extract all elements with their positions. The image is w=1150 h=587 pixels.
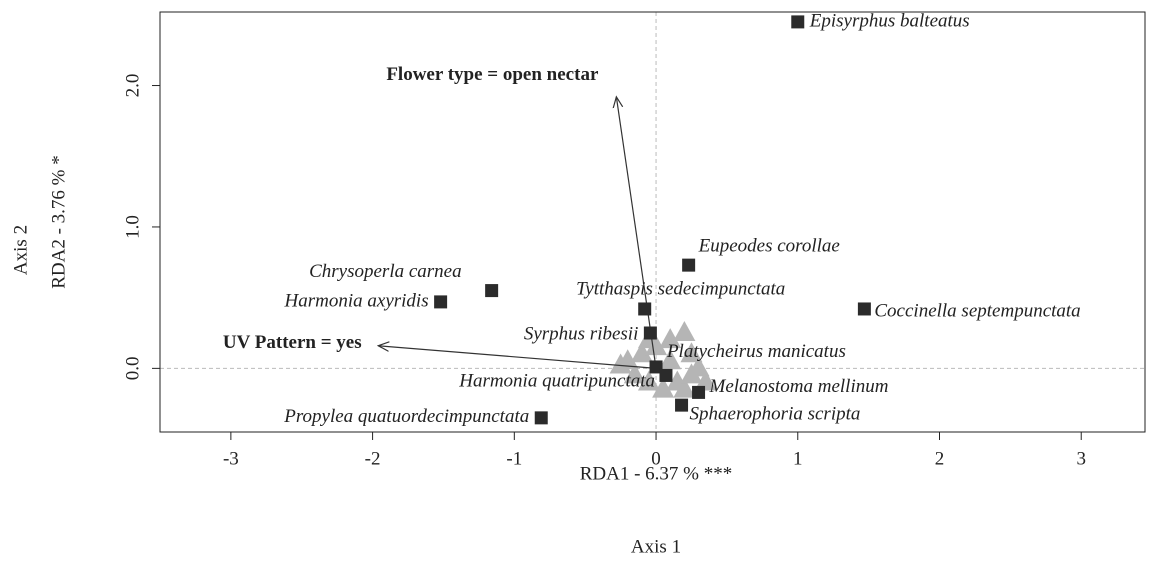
site-point	[659, 349, 682, 370]
species-point	[791, 15, 805, 29]
x-tick-label: 1	[793, 448, 803, 469]
species-label: Coccinella septempunctata	[874, 300, 1080, 321]
species-point	[659, 368, 673, 382]
species-point	[857, 302, 871, 316]
site-point	[630, 342, 653, 363]
plot-frame	[159, 11, 1146, 433]
site-point	[680, 342, 703, 363]
y-tick-label: 2.0	[122, 74, 143, 98]
x-tick-label: -2	[365, 448, 381, 469]
species-point	[692, 385, 706, 399]
species-point	[434, 295, 448, 309]
x-tick-label: -3	[223, 448, 239, 469]
y-tick-label: 0.0	[122, 356, 143, 380]
species-point	[638, 302, 652, 316]
x-tick-label: 0	[651, 448, 661, 469]
species-point	[649, 360, 663, 374]
arrow	[378, 346, 657, 369]
site-point	[645, 335, 668, 356]
species-label: Melanostoma mellinum	[709, 376, 889, 397]
site-point	[673, 377, 696, 398]
species-label: Platycheirus manicatus	[666, 341, 846, 362]
species-label: Eupeodes corollae	[698, 235, 840, 256]
site-point	[609, 353, 632, 374]
species-point	[534, 411, 548, 425]
species-label: Tytthaspis sedecimpunctata	[576, 278, 785, 299]
species-point	[643, 326, 657, 340]
species-label: Sphaerophoria scripta	[690, 403, 861, 424]
species-label: Propylea quatuordecimpunctata	[283, 406, 529, 427]
species-label: Chrysoperla carnea	[309, 261, 462, 282]
site-point	[694, 370, 717, 391]
x-label: RDA1 - 6.37 % ***	[580, 463, 733, 484]
site-point	[652, 377, 675, 398]
species-label: Syrphus ribesii	[524, 323, 639, 344]
species-point	[675, 398, 689, 412]
arrow	[616, 97, 657, 369]
arrow-label: UV Pattern = yes	[223, 332, 362, 353]
y-tick-label: 1.0	[122, 215, 143, 239]
site-point	[680, 363, 703, 384]
site-point	[673, 321, 696, 342]
site-point	[659, 328, 682, 349]
x-title: Axis 1	[631, 536, 681, 557]
species-label: Harmonia axyridis	[284, 290, 429, 311]
y-label: RDA2 - 3.76 % *	[48, 155, 69, 289]
site-point	[637, 370, 660, 391]
species-point	[682, 258, 696, 272]
x-tick-label: -1	[506, 448, 522, 469]
species-point	[485, 284, 499, 298]
arrow-label: Flower type = open nectar	[386, 64, 599, 85]
species-label: Harmonia quatripunctata	[458, 370, 655, 391]
site-point	[623, 363, 646, 384]
x-tick-label: 3	[1076, 448, 1086, 469]
x-tick-label: 2	[935, 448, 945, 469]
species-label: Episyrphus balteatus	[809, 10, 970, 31]
y-title: Axis 2	[10, 225, 31, 275]
